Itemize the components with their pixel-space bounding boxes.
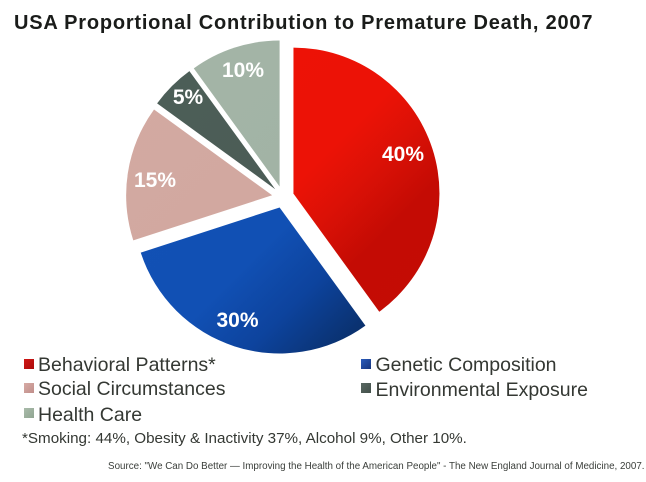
svg-text:5%: 5%: [173, 86, 204, 109]
svg-text:10%: 10%: [222, 59, 264, 82]
svg-text:30%: 30%: [216, 309, 258, 332]
svg-text:15%: 15%: [134, 169, 176, 192]
svg-text:40%: 40%: [382, 143, 424, 166]
